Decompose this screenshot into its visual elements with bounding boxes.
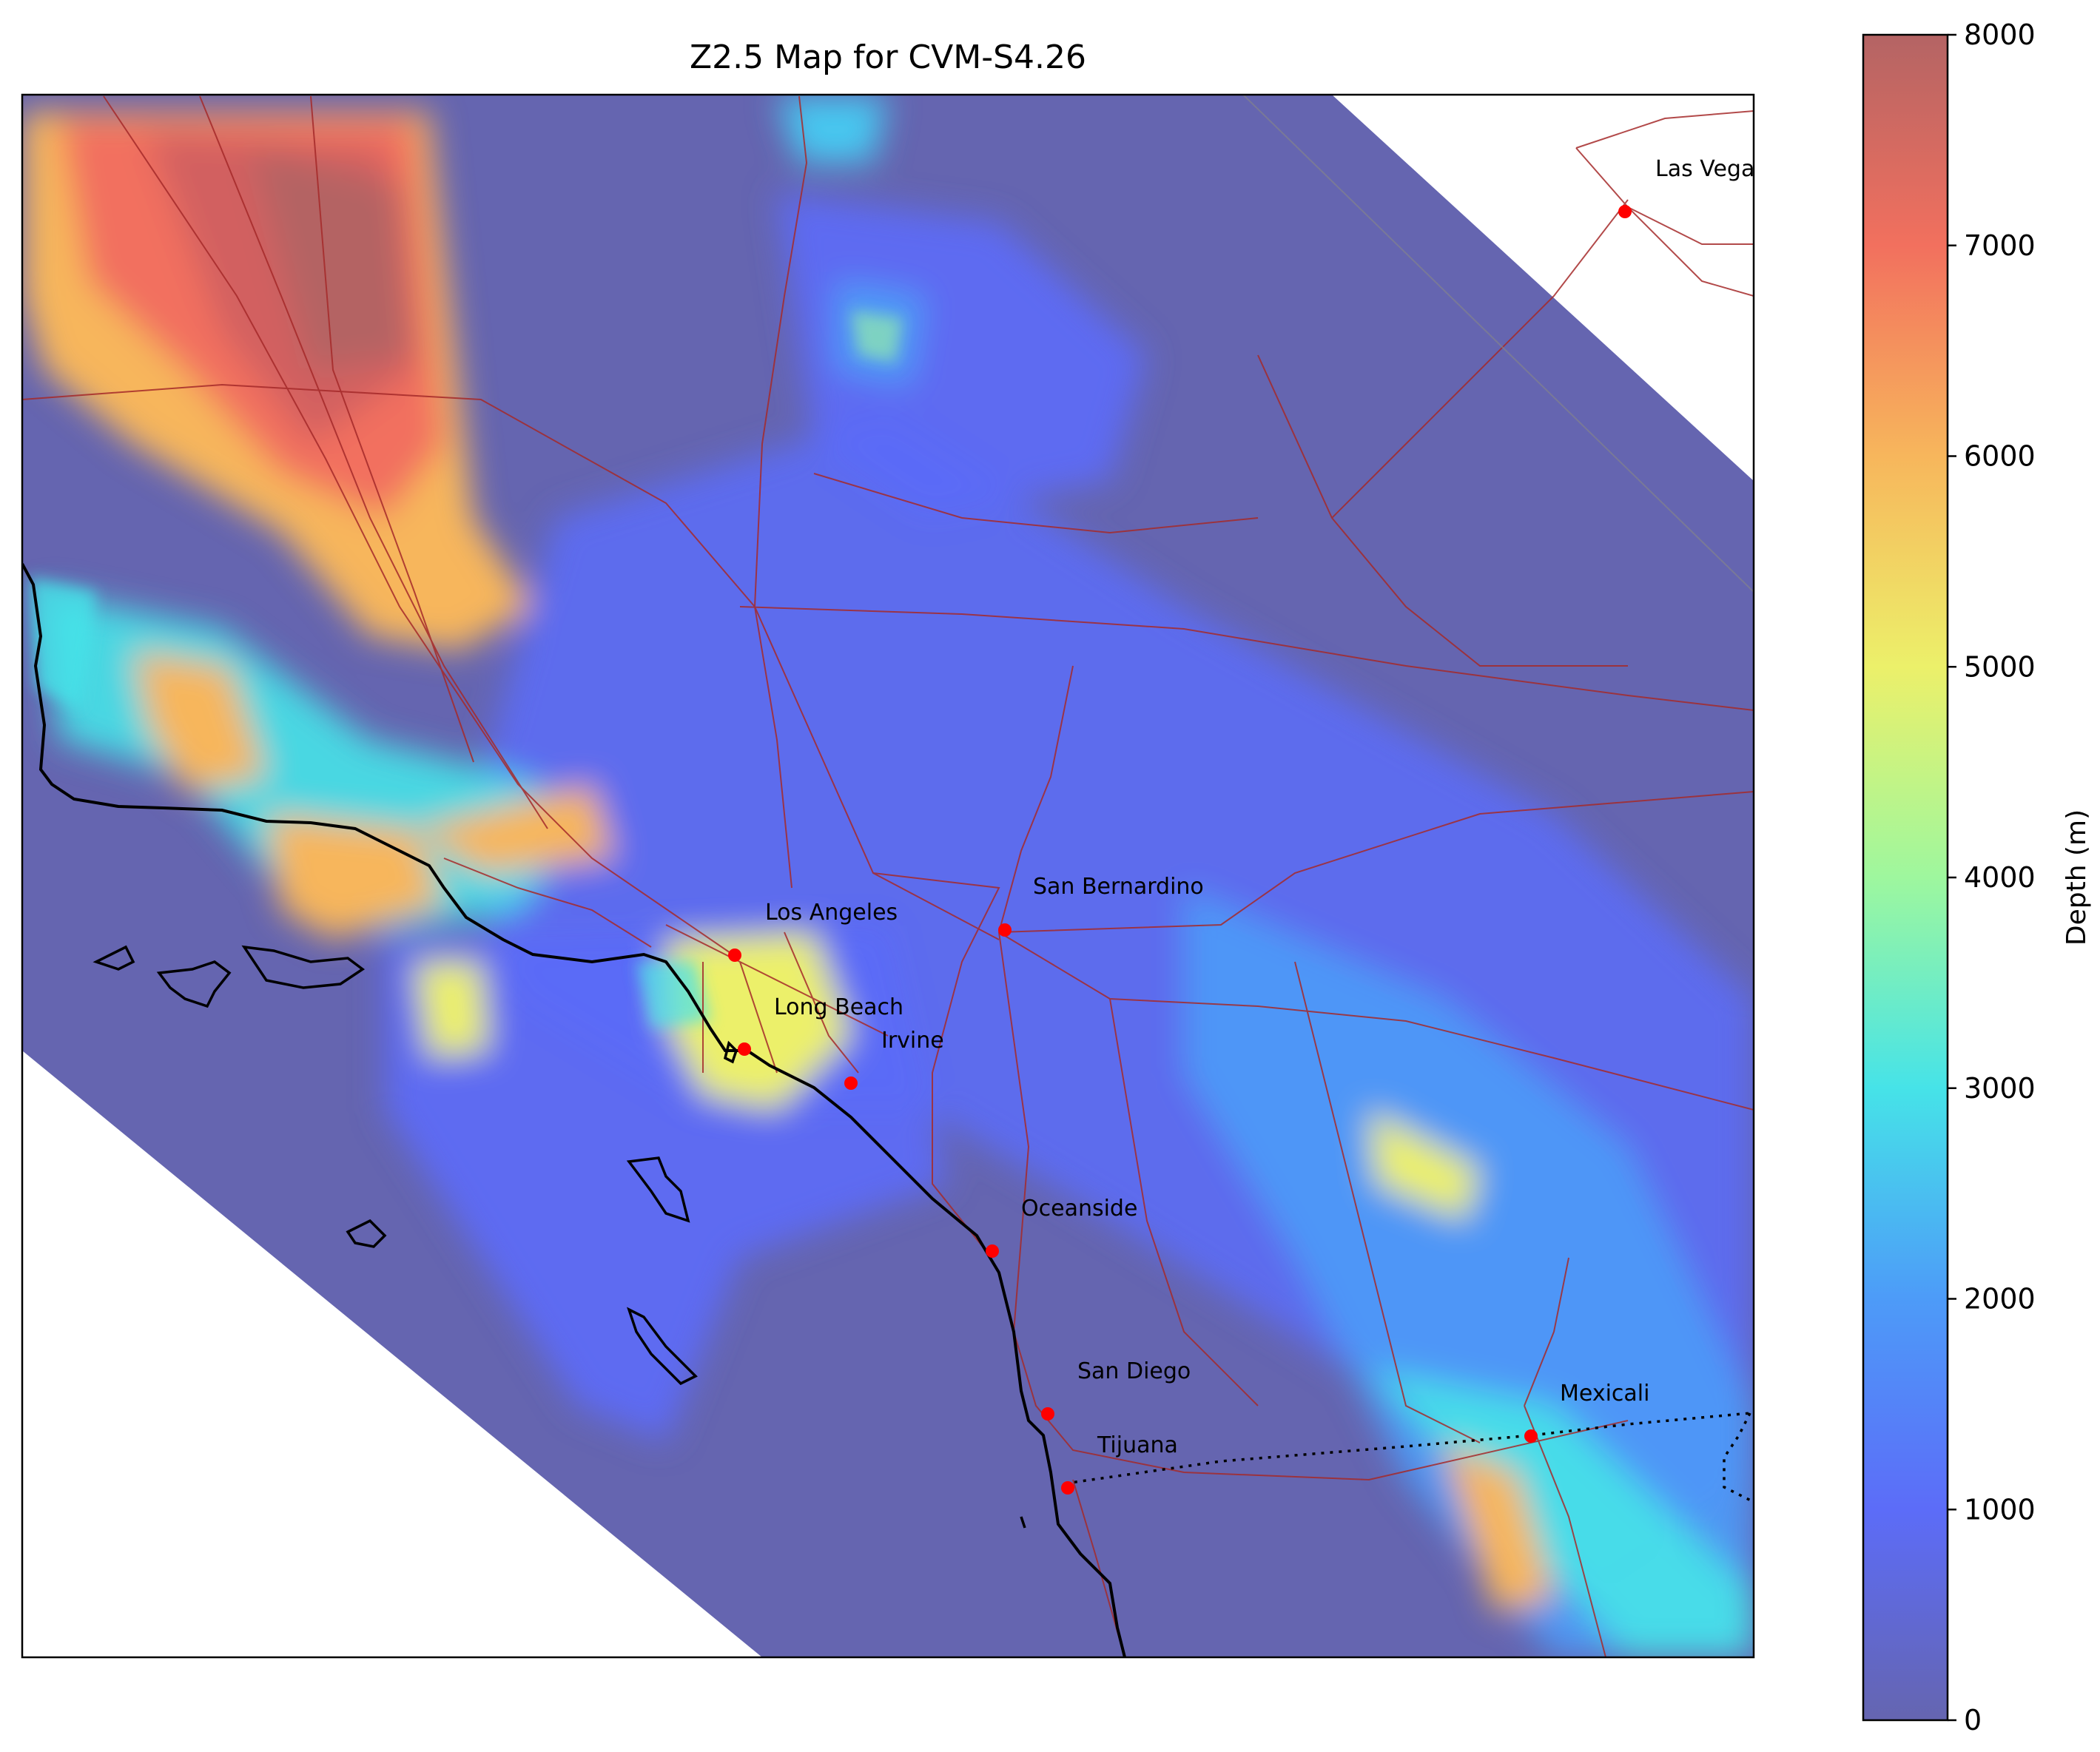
marker-tijuana bbox=[1061, 1481, 1074, 1495]
coastline bbox=[22, 563, 1126, 1657]
depth-field-detail bbox=[30, 311, 903, 1028]
marker-las-vegas bbox=[1618, 205, 1632, 218]
us-mexico-border bbox=[1065, 1412, 1754, 1503]
colorbar: 0 1000 2000 3000 4000 5000 6000 7000 8000 Depth … bbox=[1862, 18, 2092, 1736]
channel-islands bbox=[92, 945, 1026, 1529]
colorbar-tick-label: 2000 bbox=[1964, 1283, 2036, 1315]
colorbar-ticks: 0 1000 2000 3000 4000 5000 6000 7000 8000 bbox=[1948, 18, 2036, 1736]
colorbar-tick-label: 8000 bbox=[1964, 18, 2036, 51]
colorbar-tick-label: 4000 bbox=[1964, 861, 2036, 894]
label-los-angeles: Los Angeles bbox=[765, 900, 898, 926]
figure-title: Z2.5 Map for CVM-S4.26 bbox=[690, 38, 1086, 76]
marker-los-angeles bbox=[728, 949, 741, 962]
colorbar-tick-label: 5000 bbox=[1964, 650, 2036, 683]
colorbar-tick-label: 7000 bbox=[1964, 229, 2036, 262]
label-san-bernardino: San Bernardino bbox=[1033, 874, 1204, 900]
colorbar-tick-label: 6000 bbox=[1964, 440, 2036, 473]
label-las-vegas: Las Vegas bbox=[1655, 156, 1766, 182]
label-mexicali: Mexicali bbox=[1560, 1381, 1649, 1406]
label-irvine: Irvine bbox=[881, 1028, 944, 1054]
colorbar-tick-label: 3000 bbox=[1964, 1072, 2036, 1105]
label-oceanside: Oceanside bbox=[1021, 1196, 1137, 1222]
marker-mexicali bbox=[1524, 1429, 1538, 1443]
marker-irvine bbox=[844, 1077, 858, 1090]
city-markers bbox=[728, 205, 1632, 1495]
map-frame bbox=[21, 93, 1755, 1659]
marker-san-bernardino bbox=[998, 923, 1012, 937]
roads bbox=[22, 95, 1754, 1657]
map-area: Las Vegas San Bernardino Los Angeles Lon… bbox=[22, 95, 1766, 1657]
colorbar-label: Depth (m) bbox=[2062, 809, 2092, 946]
colorbar-tick-label: 1000 bbox=[1964, 1493, 2036, 1526]
marker-long-beach bbox=[738, 1042, 751, 1056]
label-tijuana: Tijuana bbox=[1097, 1432, 1178, 1458]
marker-oceanside bbox=[986, 1244, 999, 1258]
colorbar-gradient bbox=[1863, 35, 1948, 1720]
colorbar-tick-label: 0 bbox=[1964, 1704, 1982, 1736]
label-san-diego: San Diego bbox=[1077, 1358, 1191, 1384]
state-line bbox=[1242, 95, 1754, 593]
marker-san-diego bbox=[1041, 1407, 1054, 1421]
label-long-beach: Long Beach bbox=[774, 994, 903, 1020]
